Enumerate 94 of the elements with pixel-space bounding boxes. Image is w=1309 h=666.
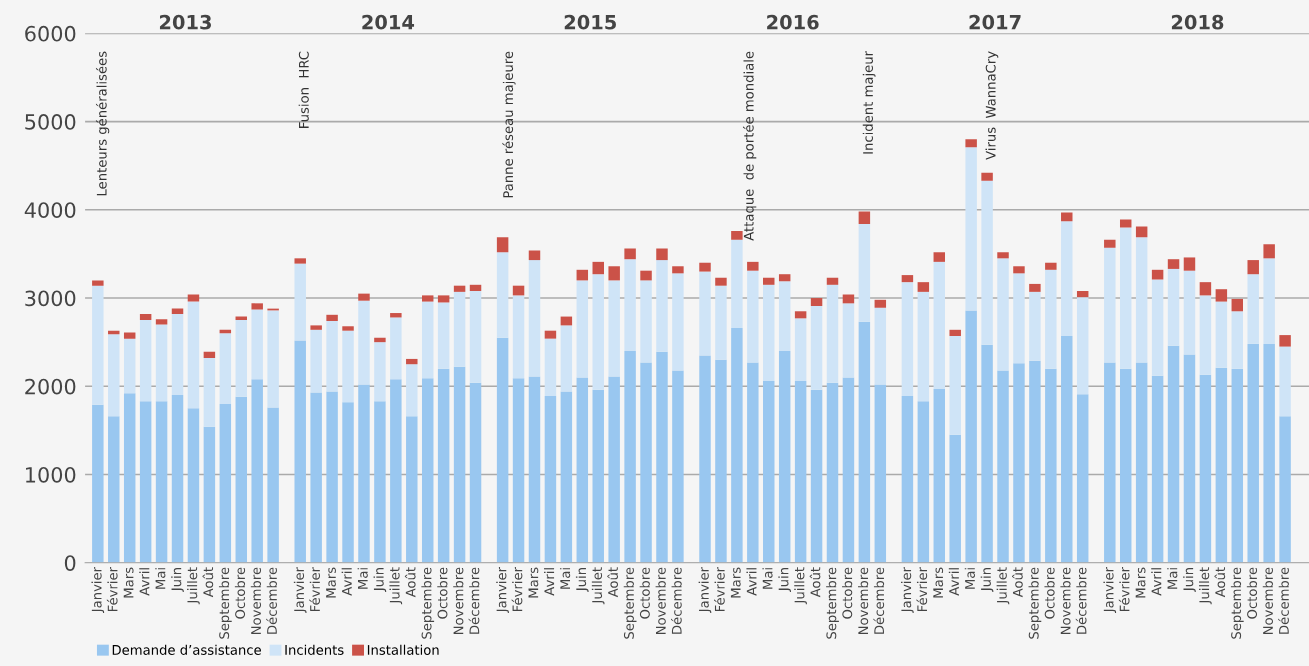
annotation: Virus WannaCry — [985, 51, 999, 160]
x-tick-label: Avril — [948, 568, 959, 596]
x-tick-label: Mai — [762, 568, 773, 589]
x-tick-label: Septembre — [218, 567, 232, 639]
x-tick-label: Mai — [559, 568, 571, 589]
x-tick-label: Avril — [746, 568, 757, 596]
annotation: Panne réseau majeure — [502, 51, 516, 198]
x-tick-label: Janvier — [698, 566, 712, 613]
x-tick-label: Décembre — [1075, 567, 1087, 634]
x-tick-label: Septembre — [1028, 567, 1042, 639]
x-tick-label: Mars — [326, 567, 336, 598]
x-tick-label: Mars — [730, 567, 741, 598]
x-tick-label: Juin — [980, 568, 994, 592]
x-tick-label: Février — [714, 566, 725, 612]
x-tick-label: Janvier — [1103, 566, 1117, 613]
x-tick-label: Septembre — [623, 567, 637, 639]
x-tick-label: Septembre — [826, 567, 839, 639]
x-tick-label: Juillet — [187, 567, 200, 605]
x-tick-label: Octobre — [842, 567, 853, 619]
x-tick-label: Juin — [575, 568, 589, 592]
x-tick-label: Août — [809, 567, 821, 598]
legend-label: Incidents — [285, 644, 344, 655]
x-tick-label: Juillet — [389, 567, 403, 605]
x-tick-label: Septembre — [1230, 567, 1244, 639]
x-tick-label: Mars — [933, 567, 944, 598]
y-tick-label: 1000 — [26, 466, 76, 483]
x-tick-label: Octobre — [1246, 567, 1258, 619]
text: 2015 — [564, 14, 616, 30]
x-tick-label: Novembre — [250, 567, 262, 634]
x-tick-label: Mars — [528, 567, 539, 598]
x-tick-label: Mars — [1135, 567, 1146, 598]
x-tick-label: Avril — [544, 568, 555, 596]
text: 2017 — [969, 14, 1021, 30]
x-tick-label: Mai — [964, 568, 975, 589]
x-tick-label: Février — [309, 566, 320, 612]
x-tick-label: Mai — [155, 568, 166, 589]
y-tick-label: 0 — [64, 555, 76, 571]
y-tick-label: 3000 — [25, 290, 76, 307]
x-tick-label: Janvier — [91, 566, 105, 613]
x-tick-label: Décembre — [266, 567, 277, 634]
x-tick-label: Février — [916, 566, 928, 612]
x-tick-label: Novembre — [857, 567, 869, 634]
x-tick-label: Mai — [1167, 568, 1178, 589]
x-tick-label: Octobre — [437, 567, 448, 619]
y-tick-label: 5000 — [25, 114, 76, 130]
annotation: Fusion HRC — [298, 51, 309, 128]
x-tick-label: Avril — [1151, 568, 1162, 596]
x-tick-label: Novembre — [655, 567, 666, 634]
text: 2014 — [362, 14, 415, 30]
x-tick-label: Août — [1214, 567, 1226, 598]
x-tick-label: Juin — [1183, 568, 1196, 592]
x-tick-label: Janvier — [901, 566, 914, 613]
x-tick-label: Juin — [373, 568, 387, 592]
x-tick-label: Janvier — [293, 566, 307, 613]
annotation: Attaque de portée mondiale — [742, 51, 757, 241]
x-tick-label: Août — [202, 567, 214, 598]
x-tick-label: Juillet — [1199, 567, 1212, 605]
text: 2018 — [1171, 14, 1224, 30]
x-tick-label: Août — [404, 567, 416, 598]
x-tick-label: Juillet — [996, 567, 1010, 605]
x-tick-label: Décembre — [873, 567, 885, 634]
x-tick-label: Août — [607, 567, 618, 598]
annotation: Incident majeur — [862, 50, 876, 154]
x-tick-label: Mai — [357, 568, 368, 589]
x-tick-label: Avril — [139, 568, 150, 596]
x-tick-label: Février — [511, 566, 523, 612]
x-tick-label: Décembre — [671, 567, 682, 634]
x-tick-label: Décembre — [468, 567, 480, 634]
annotation: Lenteurs généralisées — [95, 51, 110, 196]
text: 2016 — [767, 14, 819, 30]
x-tick-label: Novembre — [453, 567, 464, 634]
x-tick-label: Juillet — [794, 567, 807, 605]
x-tick-label: Février — [1118, 566, 1130, 612]
x-tick-label: Novembre — [1060, 567, 1071, 634]
x-tick-label: Octobre — [639, 567, 650, 619]
y-tick-label: 4000 — [24, 202, 76, 218]
x-tick-label: Décembre — [1278, 567, 1289, 634]
x-tick-label: Août — [1012, 567, 1023, 598]
legend-label: Demande d’assistance — [112, 644, 261, 655]
x-tick-label: Juillet — [591, 567, 605, 605]
y-tick-label: 6000 — [25, 25, 76, 42]
x-tick-label: Janvier — [496, 566, 509, 613]
x-tick-label: Février — [106, 566, 118, 612]
x-tick-label: Mars — [123, 567, 134, 598]
x-tick-label: Octobre — [234, 567, 246, 619]
legend-label: Installation — [367, 644, 439, 655]
x-tick-label: Novembre — [1262, 567, 1273, 634]
x-tick-label: Octobre — [1044, 567, 1055, 619]
x-tick-label: Juin — [171, 568, 184, 592]
y-tick-label: 2000 — [25, 378, 76, 395]
x-tick-label: Avril — [341, 568, 352, 596]
text: 2013 — [159, 14, 211, 30]
x-tick-label: Septembre — [421, 567, 435, 639]
x-tick-label: Juin — [778, 568, 791, 592]
